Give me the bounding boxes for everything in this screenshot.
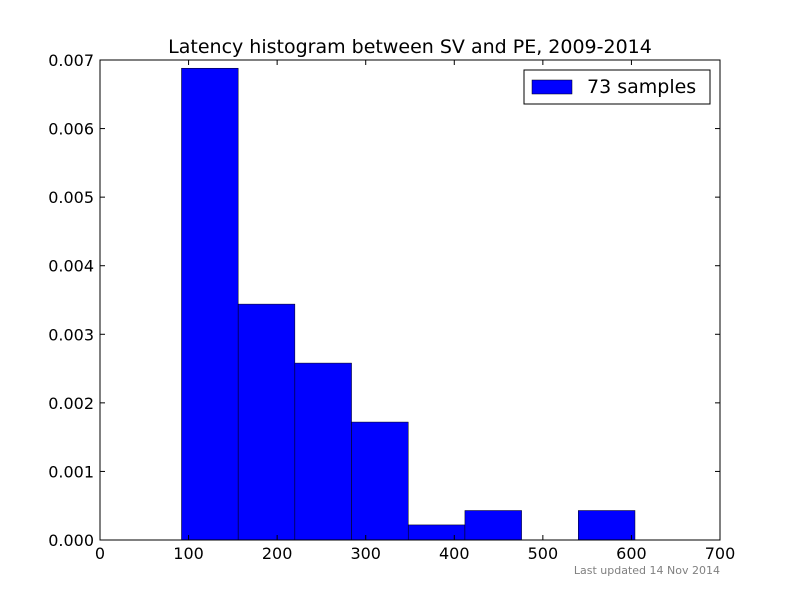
histogram-bar-4 [407,524,466,541]
plot-frame [99,59,721,541]
x-tick-label: 700 [705,544,736,563]
histogram-bar-3 [351,421,409,541]
histogram-bar-1 [237,303,296,541]
legend: 73 samples [523,69,711,105]
y-tick-label: 0.000 [48,531,94,550]
x-tick-label: 200 [262,544,293,563]
y-tick-label: 0.003 [48,325,94,344]
x-tick-label: 100 [173,544,204,563]
x-tick-label: 600 [616,544,647,563]
x-tick-label: 500 [528,544,559,563]
histogram-bar-5 [464,510,522,541]
y-tick-label: 0.001 [48,462,94,481]
y-tick-label: 0.006 [48,120,94,139]
last-updated-note: Last updated 14 Nov 2014 [574,564,720,577]
histogram-bar-0 [181,67,239,541]
histogram-bar-7 [578,510,636,541]
y-tick-label: 0.002 [48,394,94,413]
ticks-group: 0 100 200 300 400 500 600 700 0.000 0.001 0.002 0.0… [48,51,735,563]
y-tick-label: 0.007 [48,51,94,70]
y-tick-label: 0.004 [48,257,94,276]
histogram-bar-2 [294,362,352,541]
bars-group [181,67,636,541]
legend-swatch [531,79,573,95]
legend-label: 73 samples [587,76,696,98]
x-tick-label: 400 [439,544,470,563]
chart-title: Latency histogram between SV and PE, 200… [168,36,652,58]
x-tick-label: 0 [95,544,105,563]
x-tick-label: 300 [350,544,381,563]
y-tick-label: 0.005 [48,188,94,207]
